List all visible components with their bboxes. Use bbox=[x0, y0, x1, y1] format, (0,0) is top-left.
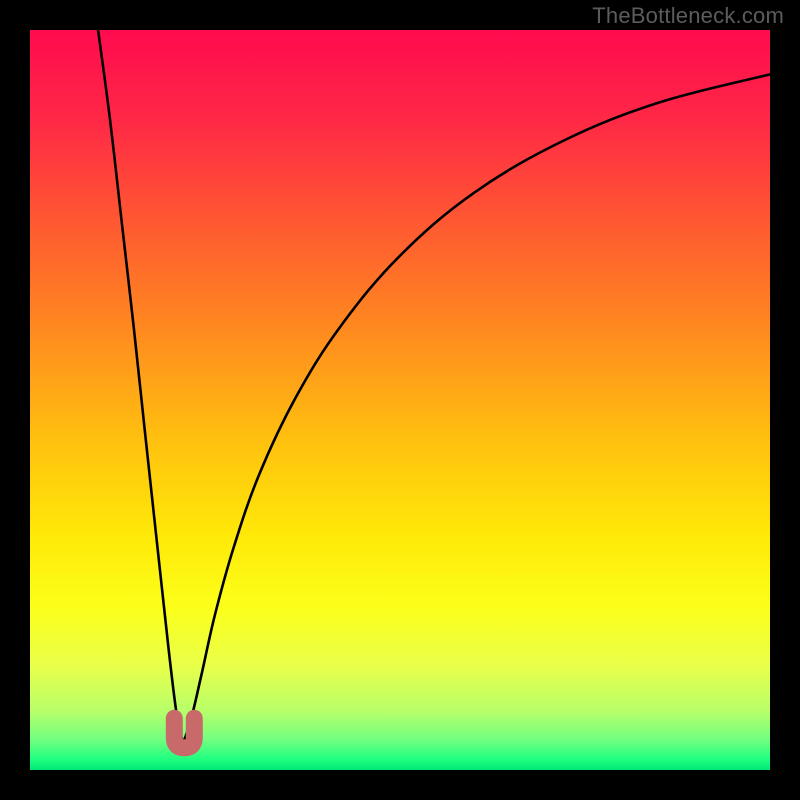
watermark-text: TheBottleneck.com bbox=[592, 3, 784, 29]
bottleneck-chart bbox=[0, 0, 800, 800]
